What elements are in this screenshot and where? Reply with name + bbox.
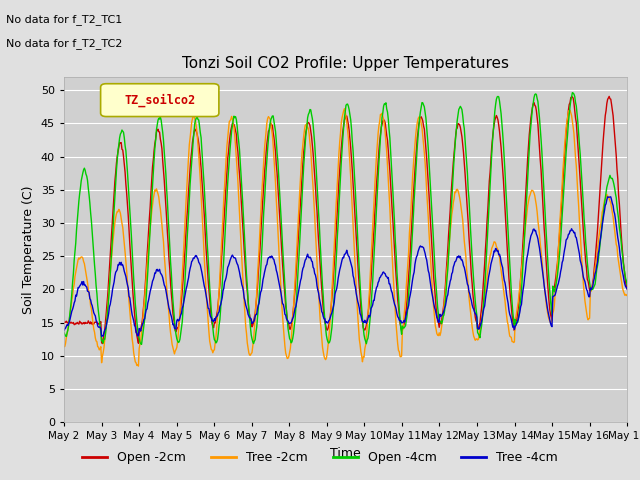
Legend: Open -2cm, Tree -2cm, Open -4cm, Tree -4cm: Open -2cm, Tree -2cm, Open -4cm, Tree -4… bbox=[77, 446, 563, 469]
Text: No data for f_T2_TC2: No data for f_T2_TC2 bbox=[6, 38, 123, 49]
Y-axis label: Soil Temperature (C): Soil Temperature (C) bbox=[22, 185, 35, 314]
Title: Tonzi Soil CO2 Profile: Upper Temperatures: Tonzi Soil CO2 Profile: Upper Temperatur… bbox=[182, 57, 509, 72]
FancyBboxPatch shape bbox=[100, 84, 219, 117]
Text: TZ_soilco2: TZ_soilco2 bbox=[124, 94, 195, 107]
X-axis label: Time: Time bbox=[330, 447, 361, 460]
Text: No data for f_T2_TC1: No data for f_T2_TC1 bbox=[6, 14, 123, 25]
